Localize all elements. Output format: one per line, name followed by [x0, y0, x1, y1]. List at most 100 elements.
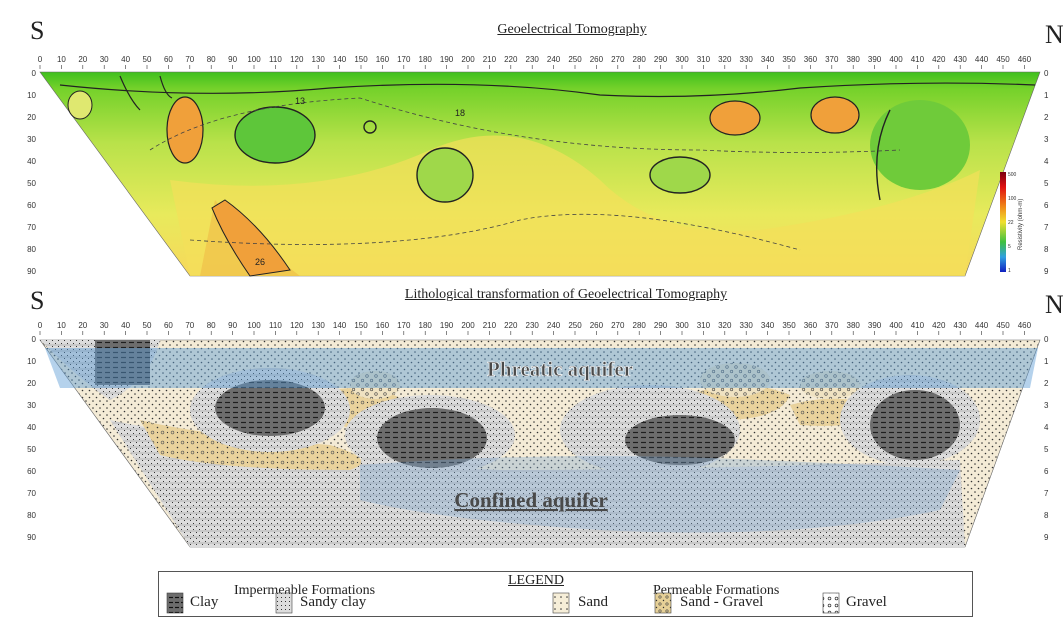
bottom-y-tick-80: 80: [27, 511, 36, 520]
bottom-x-tick-430: 430: [954, 321, 968, 330]
bottom-x-tick-20: 20: [78, 321, 87, 330]
bottom-right-tick-9: 9: [1044, 533, 1049, 542]
bottom-x-tick-130: 130: [312, 321, 326, 330]
top-x-tick-10: 10: [57, 55, 66, 64]
top-x-tick-260: 260: [590, 55, 604, 64]
confined-aquifer-label: Confined aquifer: [454, 488, 607, 512]
clay-body-5: [95, 340, 150, 385]
bottom-x-tick-370: 370: [825, 321, 839, 330]
bottom-north-label: N: [1045, 290, 1063, 319]
bottom-x-tick-150: 150: [354, 321, 368, 330]
confined-aquifer-zone: [360, 456, 960, 533]
bottom-x-tick-120: 120: [290, 321, 304, 330]
top-x-tick-440: 440: [975, 55, 989, 64]
colorbar-label: Resistivity (ohm-m): [1018, 199, 1024, 250]
top-x-tick-330: 330: [740, 55, 754, 64]
top-x-tick-320: 320: [718, 55, 732, 64]
bottom-x-tick-400: 400: [889, 321, 903, 330]
bottom-x-tick-380: 380: [847, 321, 861, 330]
bottom-y-tick-20: 20: [27, 379, 36, 388]
clay-body-4: [870, 390, 960, 460]
bottom-x-tick-230: 230: [526, 321, 540, 330]
bottom-x-tick-460: 460: [1018, 321, 1032, 330]
bottom-x-tick-190: 190: [440, 321, 454, 330]
bottom-x-tick-70: 70: [185, 321, 194, 330]
legend-sandy-clay-swatch: [275, 592, 293, 614]
top-x-tick-230: 230: [526, 55, 540, 64]
top-x-tick-410: 410: [911, 55, 925, 64]
bottom-x-tick-360: 360: [804, 321, 818, 330]
top-right-tick-4: 4: [1044, 157, 1049, 166]
top-right-tick-2: 2: [1044, 113, 1049, 122]
bottom-x-tick-210: 210: [483, 321, 497, 330]
top-x-tick-130: 130: [312, 55, 326, 64]
bottom-x-tick-180: 180: [419, 321, 433, 330]
anomaly-1: [166, 96, 204, 164]
legend-swatches: [166, 592, 840, 614]
top-x-tick-80: 80: [207, 55, 216, 64]
bottom-right-tick-4: 4: [1044, 423, 1049, 432]
bottom-y-tick-60: 60: [27, 467, 36, 476]
anomaly-4: [211, 199, 291, 277]
clay-body-2: [377, 408, 487, 468]
sandy-clay-zone: [110, 420, 965, 547]
bottom-x-tick-100: 100: [247, 321, 261, 330]
contour-label-13: 13: [295, 96, 305, 106]
top-x-tick-170: 170: [397, 55, 411, 64]
bottom-x-tick-330: 330: [740, 321, 754, 330]
bottom-x-tick-220: 220: [504, 321, 518, 330]
bottom-right-tick-5: 5: [1044, 445, 1049, 454]
top-y-tick-80: 80: [27, 245, 36, 254]
top-y-tick-0: 0: [32, 69, 37, 78]
bottom-x-tick-440: 440: [975, 321, 989, 330]
bottom-y-tick-50: 50: [27, 445, 36, 454]
top-x-tick-420: 420: [932, 55, 946, 64]
clay-body-1: [215, 380, 325, 436]
top-panel-title: Geoelectrical Tomography: [497, 22, 647, 37]
top-x-tick-370: 370: [825, 55, 839, 64]
bottom-x-tick-80: 80: [207, 321, 216, 330]
top-x-tick-60: 60: [164, 55, 173, 64]
top-x-tick-360: 360: [804, 55, 818, 64]
top-axis-ticks: 0 10 20 30 40 50 60 70 80 90 100 110 120 130 140 150 160…: [27, 55, 1049, 276]
top-x-tick-350: 350: [782, 55, 796, 64]
anomaly-2: [709, 100, 761, 136]
top-x-tick-90: 90: [228, 55, 237, 64]
top-x-tick-200: 200: [461, 55, 475, 64]
bottom-x-tick-420: 420: [932, 321, 946, 330]
bottom-right-tick-6: 6: [1044, 467, 1049, 476]
bottom-panel-title: Lithological transformation of Geoelectr…: [404, 287, 728, 302]
bottom-x-tick-390: 390: [868, 321, 882, 330]
bottom-x-tick-270: 270: [611, 321, 625, 330]
clay-body-3: [625, 415, 735, 465]
top-x-tick-280: 280: [633, 55, 647, 64]
bottom-x-tick-290: 290: [654, 321, 668, 330]
bottom-y-tick-90: 90: [27, 533, 36, 542]
bottom-x-tick-10: 10: [57, 321, 66, 330]
top-right-tick-3: 3: [1044, 135, 1049, 144]
colorbar-tick-100: 100: [1008, 196, 1017, 202]
top-x-tick-220: 220: [504, 55, 518, 64]
bottom-x-tick-0: 0: [38, 321, 43, 330]
top-x-tick-400: 400: [889, 55, 903, 64]
colorbar-tick-1: 1: [1008, 268, 1011, 274]
bottom-right-tick-2: 2: [1044, 379, 1049, 388]
anomaly-3: [810, 96, 860, 134]
legend-sand-label: Sand: [578, 594, 608, 610]
top-x-tick-160: 160: [376, 55, 390, 64]
bottom-right-tick-3: 3: [1044, 401, 1049, 410]
bottom-y-tick-30: 30: [27, 401, 36, 410]
top-x-tick-340: 340: [761, 55, 775, 64]
top-x-tick-120: 120: [290, 55, 304, 64]
bottom-x-tick-250: 250: [568, 321, 582, 330]
top-south-label: S: [30, 16, 45, 45]
anomaly-6: [416, 147, 474, 203]
bottom-x-tick-170: 170: [397, 321, 411, 330]
top-x-tick-180: 180: [419, 55, 433, 64]
top-y-tick-30: 30: [27, 135, 36, 144]
top-right-tick-9: 9: [1044, 267, 1049, 276]
bottom-x-tick-90: 90: [228, 321, 237, 330]
legend-title: LEGEND: [508, 573, 564, 588]
legend-gravel-swatch: [822, 592, 840, 614]
contour-label-26: 26: [255, 257, 265, 267]
